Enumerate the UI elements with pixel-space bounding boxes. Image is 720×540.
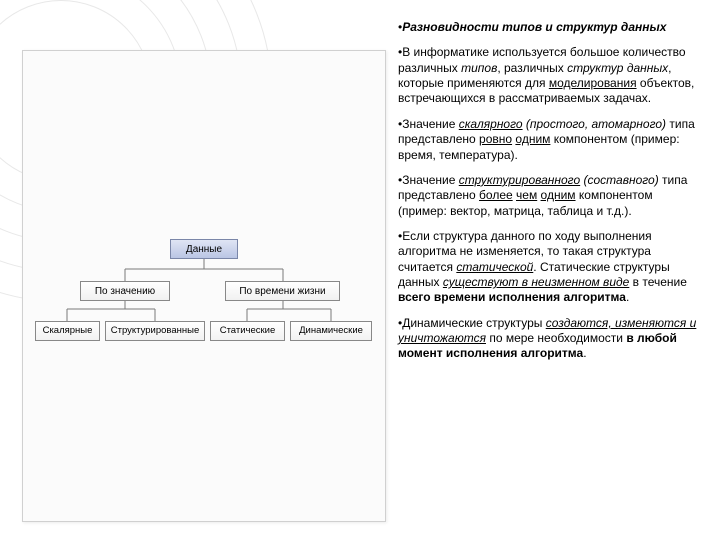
para-scalar: •Значение скалярного (простого, атомарно… <box>398 117 698 163</box>
para-static: •Если структура данного по ходу выполнен… <box>398 229 698 306</box>
tree-leaf-static: Статические <box>210 321 285 341</box>
tree-leaf-scalar: Скалярные <box>35 321 100 341</box>
heading: •Разновидности типов и структур данных <box>398 20 698 35</box>
para-intro: •В информатике используется большое коли… <box>398 45 698 106</box>
para-structured: •Значение структурированного (составного… <box>398 173 698 219</box>
diagram-panel: Данные По значению По времени жизни Скал… <box>22 50 386 522</box>
tree-leaf-dynamic: Динамические <box>290 321 372 341</box>
data-types-tree: Данные По значению По времени жизни Скал… <box>35 239 373 359</box>
tree-mid-node-lifetime: По времени жизни <box>225 281 340 301</box>
text-column: •Разновидности типов и структур данных •… <box>398 20 698 372</box>
tree-root-node: Данные <box>170 239 238 259</box>
tree-mid-node-value: По значению <box>80 281 170 301</box>
para-dynamic: •Динамические структуры создаются, измен… <box>398 316 698 362</box>
tree-leaf-structured: Структурированные <box>105 321 205 341</box>
